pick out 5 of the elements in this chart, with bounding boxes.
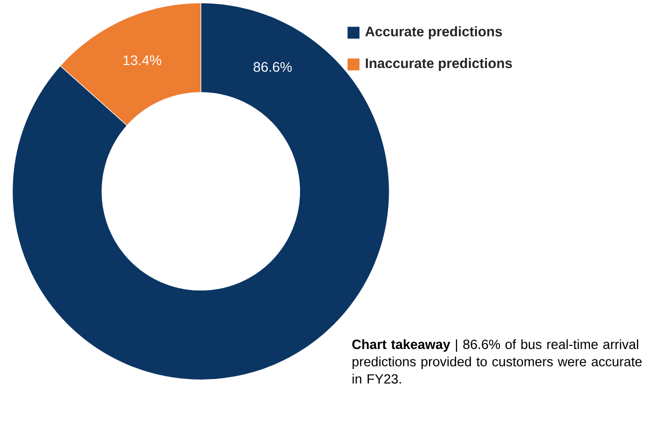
legend-label: Inaccurate predictions <box>366 58 512 71</box>
data-label: 13.4% <box>124 55 162 66</box>
text: Chart takeaway | 86.6% of bus real-time arrival predictions provided to customers were accurate in FY23. <box>352 339 642 384</box>
data-label: 86.6% <box>254 62 292 72</box>
legend-label: Accurate predictions <box>365 26 502 40</box>
